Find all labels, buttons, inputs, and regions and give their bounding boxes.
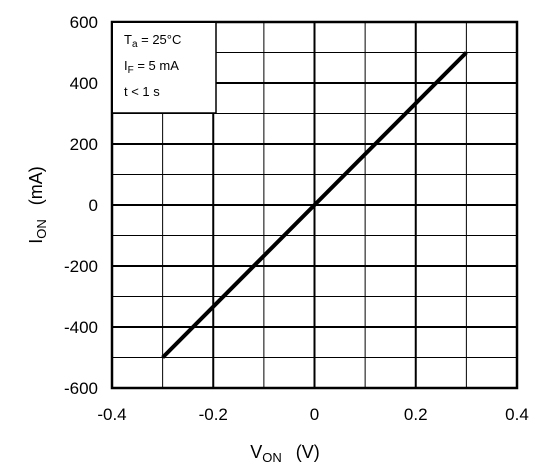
condition-if: IF = 5 mA <box>124 58 179 76</box>
conditions-box: Ta = 25°C IF = 5 mA t < 1 s <box>112 22 217 114</box>
plot-frame <box>110 20 519 390</box>
condition-t: t < 1 s <box>124 84 160 99</box>
x-tick-label: 0.4 <box>505 405 529 424</box>
x-axis-label: VON (V) <box>250 442 320 465</box>
y-tick-label: 600 <box>70 13 98 32</box>
x-tick-label: 0.2 <box>404 405 428 424</box>
y-tick-label: 0 <box>89 196 98 215</box>
y-tick-label: -600 <box>64 379 98 398</box>
series-layer <box>161 51 468 359</box>
conditions-box-background <box>113 23 216 113</box>
x-tick-labels: -0.4 -0.2 0 0.2 0.4 <box>97 405 528 424</box>
y-tick-label: 400 <box>70 74 98 93</box>
condition-ta: Ta = 25°C <box>124 32 181 50</box>
x-tick-label: 0 <box>310 405 319 424</box>
y-axis-label: ION(mA) <box>26 166 49 244</box>
y-tick-label: -400 <box>64 318 98 337</box>
y-tick-labels: 600 400 200 0 -200 -400 -600 <box>64 13 98 398</box>
y-tick-label: -200 <box>64 257 98 276</box>
x-tick-label: -0.4 <box>97 405 126 424</box>
x-tick-label: -0.2 <box>199 405 228 424</box>
series-line <box>161 51 468 359</box>
y-tick-label: 200 <box>70 135 98 154</box>
